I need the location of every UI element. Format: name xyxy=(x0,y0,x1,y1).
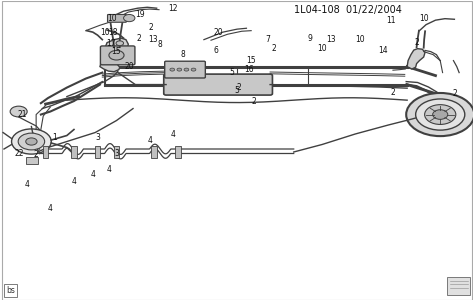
Text: 10: 10 xyxy=(419,14,428,23)
Text: 2: 2 xyxy=(452,89,457,98)
Circle shape xyxy=(10,106,27,117)
Circle shape xyxy=(177,68,182,71)
Circle shape xyxy=(184,68,189,71)
Text: 3: 3 xyxy=(114,149,119,158)
Text: 10: 10 xyxy=(107,14,117,23)
Text: 5: 5 xyxy=(235,86,239,95)
FancyBboxPatch shape xyxy=(108,14,127,22)
Text: 2: 2 xyxy=(391,88,395,97)
Circle shape xyxy=(116,41,124,46)
FancyBboxPatch shape xyxy=(175,146,181,158)
Text: 4: 4 xyxy=(107,166,112,175)
FancyBboxPatch shape xyxy=(164,74,273,95)
Polygon shape xyxy=(407,49,425,69)
Text: 4: 4 xyxy=(171,129,176,138)
Circle shape xyxy=(416,99,465,130)
Text: 10: 10 xyxy=(355,35,365,44)
FancyBboxPatch shape xyxy=(447,277,471,295)
Text: 10: 10 xyxy=(100,28,109,37)
FancyBboxPatch shape xyxy=(95,146,100,158)
Polygon shape xyxy=(100,38,128,72)
Text: 21: 21 xyxy=(17,110,27,119)
Text: 14: 14 xyxy=(379,46,388,54)
Text: 20: 20 xyxy=(213,28,223,37)
Text: 1L04-108  01/22/2004: 1L04-108 01/22/2004 xyxy=(294,5,401,15)
Circle shape xyxy=(191,68,196,71)
Text: 13: 13 xyxy=(326,35,336,44)
Text: 16: 16 xyxy=(244,65,254,74)
Text: 11: 11 xyxy=(386,16,395,25)
Text: 2: 2 xyxy=(237,83,242,92)
Text: 4: 4 xyxy=(48,204,53,213)
Text: 12: 12 xyxy=(168,4,178,13)
FancyBboxPatch shape xyxy=(26,157,37,164)
Circle shape xyxy=(433,110,448,119)
Text: 3: 3 xyxy=(95,132,100,141)
Text: 8: 8 xyxy=(180,50,185,59)
Text: 20: 20 xyxy=(125,62,134,71)
Circle shape xyxy=(425,105,456,124)
Text: 8: 8 xyxy=(157,40,162,49)
Text: 6: 6 xyxy=(213,46,218,54)
Text: 19: 19 xyxy=(135,10,145,19)
Text: 2: 2 xyxy=(149,23,154,32)
Text: bs: bs xyxy=(6,286,15,295)
Text: 2: 2 xyxy=(251,97,256,106)
Text: 15: 15 xyxy=(111,47,120,56)
Text: 22: 22 xyxy=(15,149,24,158)
Text: 17: 17 xyxy=(106,39,116,48)
Text: 18: 18 xyxy=(109,28,118,37)
FancyBboxPatch shape xyxy=(152,146,157,158)
Text: 5: 5 xyxy=(230,68,235,77)
Circle shape xyxy=(406,93,474,136)
Text: 2: 2 xyxy=(137,34,141,43)
Circle shape xyxy=(26,138,37,145)
Text: 4: 4 xyxy=(24,181,29,189)
Text: 4: 4 xyxy=(91,170,95,179)
Circle shape xyxy=(170,68,174,71)
Text: 2: 2 xyxy=(34,150,38,160)
FancyBboxPatch shape xyxy=(164,61,205,78)
FancyBboxPatch shape xyxy=(43,146,48,158)
Text: 7: 7 xyxy=(265,35,270,44)
Text: 13: 13 xyxy=(148,35,158,44)
FancyBboxPatch shape xyxy=(71,146,77,158)
Text: 9: 9 xyxy=(308,34,313,43)
Text: 15: 15 xyxy=(246,56,256,65)
Text: 4: 4 xyxy=(72,178,76,186)
Text: 10: 10 xyxy=(317,44,327,53)
Text: 2: 2 xyxy=(414,38,419,47)
FancyBboxPatch shape xyxy=(114,146,119,158)
Circle shape xyxy=(11,129,51,154)
Circle shape xyxy=(124,14,135,22)
Text: 4: 4 xyxy=(147,135,152,144)
FancyBboxPatch shape xyxy=(100,46,135,65)
Text: 2: 2 xyxy=(271,44,276,53)
Text: 1: 1 xyxy=(53,132,57,141)
Circle shape xyxy=(18,133,45,150)
Circle shape xyxy=(109,51,124,60)
